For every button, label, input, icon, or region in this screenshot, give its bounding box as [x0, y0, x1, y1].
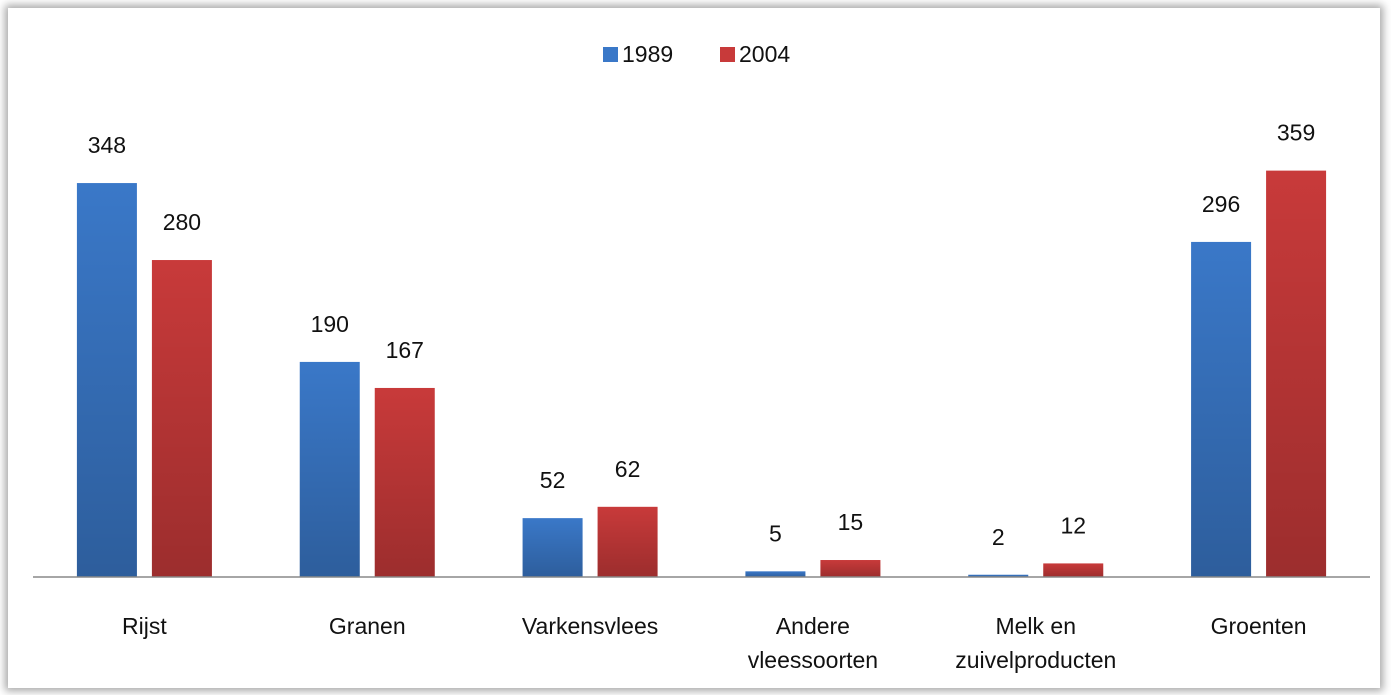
legend-label: 2004 [739, 41, 790, 67]
data-label: 62 [615, 456, 641, 482]
data-label: 52 [540, 467, 566, 493]
x-tick-label: Granen [328, 613, 406, 639]
data-label: 2 [992, 524, 1005, 550]
bar-shade [1191, 241, 1252, 578]
data-label: 359 [1277, 120, 1315, 146]
data-label: 280 [163, 209, 201, 235]
bar-shade [745, 571, 806, 577]
bar-shade [374, 387, 435, 577]
x-tick-label: Groenten [1210, 613, 1307, 639]
data-label: 348 [88, 132, 126, 158]
bar-shade [299, 361, 360, 577]
data-label: 15 [838, 509, 864, 535]
bar-shade [151, 260, 212, 577]
bar-shade [1266, 170, 1327, 577]
x-tick-label: Melk en zuivelproducten [955, 613, 1117, 673]
data-label: 5 [769, 520, 782, 546]
bar-shade [522, 518, 583, 577]
chart-frame [8, 8, 1380, 688]
data-label: 12 [1060, 512, 1086, 538]
x-tick-label: Rijst [122, 613, 167, 639]
x-tick-label: Varkensvlees [521, 613, 659, 639]
bar-shade [820, 560, 881, 577]
data-label: 190 [311, 311, 349, 337]
legend-label: 1989 [622, 41, 673, 67]
legend-swatch [720, 47, 735, 62]
bar-shade [76, 183, 137, 577]
bar-shade [968, 574, 1029, 577]
bar-shade [597, 506, 658, 577]
legend-swatch [603, 47, 618, 62]
x-tick-label: Andere vleessoorten [747, 613, 879, 673]
bar-shade [1043, 563, 1104, 577]
data-label: 296 [1202, 191, 1240, 217]
data-label: 167 [386, 337, 424, 363]
